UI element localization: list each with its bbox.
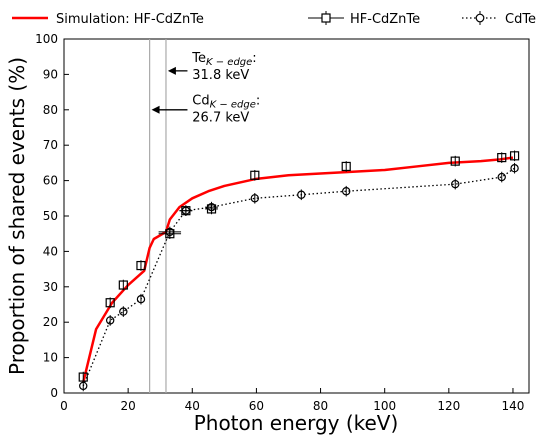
data-point [78,372,88,382]
annotation-value: 31.8 keV [192,68,249,83]
series-line [82,156,514,383]
data-point [105,298,115,308]
annotation-title: CdK − edge: [192,93,260,110]
y-tick-label: 100 [35,32,58,46]
data-point [136,294,146,304]
data-point [451,179,460,189]
y-axis: 0 10 20 30 40 50 60 70 80 90 100 [35,32,69,400]
data-point [165,227,175,237]
x-tick-label: 40 [185,399,200,413]
data-point [181,206,191,215]
data-point [497,172,506,182]
legend-swatch-hf-cdznte [308,11,344,25]
data-point [450,156,460,166]
data-point [497,152,507,163]
x-tick-label: 20 [120,399,135,413]
x-tick-label: 60 [249,399,264,413]
x-tick-label: 100 [373,399,396,413]
data-point [207,202,216,212]
data-point [250,170,260,180]
data-point [341,161,351,172]
y-tick-label: 60 [43,174,58,188]
reference-lines [149,39,167,393]
y-tick-label: 80 [43,103,58,117]
annotation-value: 26.7 keV [192,110,249,125]
x-tick-label: 120 [437,399,460,413]
series-line [82,167,515,387]
legend: Simulation: HF-CdZnTe HF-CdZnTe CdTe [12,11,536,27]
data-point [136,260,146,271]
series-layer [78,150,520,392]
x-axis: 0 20 40 60 80 100 120 140 [60,388,524,413]
annotation-arrow-head [167,66,176,75]
data-point [119,307,128,316]
y-tick-label: 90 [43,67,58,81]
y-tick-label: 40 [43,244,58,258]
series-0 [82,156,514,383]
data-point [342,187,351,196]
x-tick-label: 140 [502,399,525,413]
annotations: TeK − edge:31.8 keV CdK − edge:26.7 keV [151,51,260,125]
y-tick-label: 10 [43,351,58,365]
annotation-te: TeK − edge:31.8 keV [167,51,257,83]
y-tick-label: 50 [43,209,58,223]
annotation-arrow-head [151,105,160,114]
x-tick-label: 0 [60,399,68,413]
annotation-cd: CdK − edge:26.7 keV [151,93,260,125]
data-point [118,280,128,290]
data-point [105,316,115,325]
x-tick-label: 80 [313,399,328,413]
plot-frame [63,38,530,394]
data-point [509,151,520,161]
y-tick-label: 20 [43,315,58,329]
data-point [297,190,306,199]
legend-label-cdte: CdTe [505,12,536,27]
data-point [510,164,519,173]
series-2 [79,162,519,392]
legend-swatch-cdte [462,11,498,25]
y-tick-label: 70 [43,138,58,152]
y-tick-label: 30 [43,280,58,294]
x-axis-label: Photon energy (keV) [194,411,399,435]
annotation-title: TeK − edge: [191,51,256,68]
y-tick-label: 0 [50,386,58,400]
y-axis-label: Proportion of shared events (%) [5,57,29,375]
data-point [250,194,260,203]
legend-label-hf-cdznte: HF-CdZnTe [350,12,420,27]
series-1 [78,150,520,383]
legend-label-simulation: Simulation: HF-CdZnTe [56,12,204,27]
data-point [79,381,88,391]
